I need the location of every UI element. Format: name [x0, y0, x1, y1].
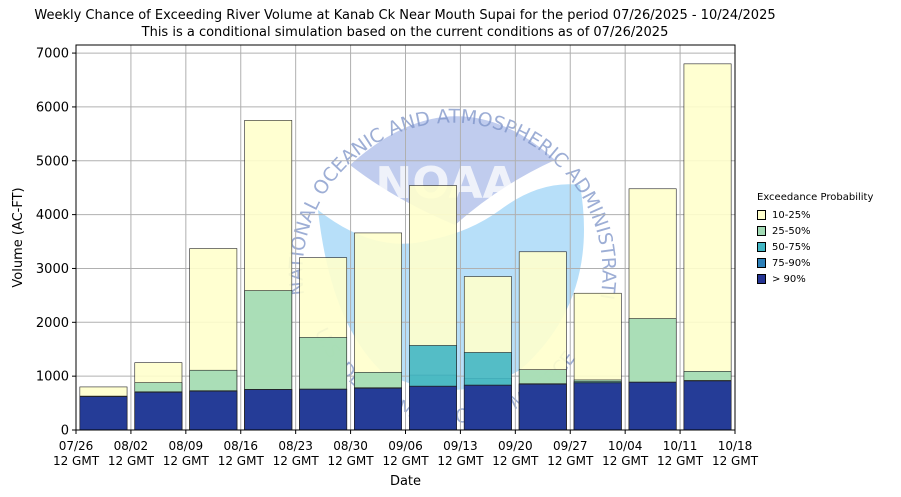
legend-label-25-50: 25-50% — [772, 225, 811, 237]
x-tick-label-date-3: 08/16 — [223, 439, 258, 453]
x-tick-label-date-5: 08/30 — [333, 439, 368, 453]
x-tick-label-time-9: 12 GMT — [547, 454, 594, 468]
bar-90-10 — [628, 382, 677, 431]
legend-swatch-10-25 — [757, 210, 766, 220]
legend-label-10-25: 10-25% — [772, 209, 811, 221]
legend: Exceedance Probability 10-25% 25-50% 50-… — [757, 192, 873, 287]
legend-title: Exceedance Probability — [757, 192, 874, 203]
legend-swatch-25-50 — [757, 226, 766, 236]
x-tick-label-date-8: 09/20 — [498, 439, 533, 453]
chart-subtitle: This is a conditional simulation based o… — [141, 25, 669, 40]
x-tick-label-date-4: 08/23 — [278, 439, 313, 453]
y-axis-label: Volume (AC-FT) — [11, 187, 26, 287]
x-axis-label: Date — [390, 474, 421, 489]
x-tick-label-time-8: 12 GMT — [492, 454, 539, 468]
legend-swatch-75-90 — [757, 258, 766, 268]
bar-90-9 — [573, 382, 622, 431]
x-tick-label-date-1: 08/02 — [114, 439, 149, 453]
legend-label-50-75: 50-75% — [772, 241, 811, 253]
x-tick-label-date-6: 09/06 — [388, 439, 423, 453]
legend-swatch-gt-90 — [757, 274, 766, 284]
bar-90-7 — [463, 385, 512, 431]
y-tick-label-0: 0 — [61, 424, 69, 439]
legend-item-50-75: 50-75% — [757, 239, 873, 255]
legend-label-75-90: 75-90% — [772, 257, 811, 269]
x-tick-label-time-11: 12 GMT — [657, 454, 704, 468]
y-tick-label-6: 6000 — [36, 100, 69, 115]
x-tick-label-time-0: 12 GMT — [53, 454, 100, 468]
x-tick-label-time-2: 12 GMT — [163, 454, 210, 468]
bar-90-1 — [134, 392, 183, 431]
bar-90-6 — [409, 386, 457, 431]
bar-90-4 — [299, 389, 348, 431]
noaa-logo-bird-icon — [350, 116, 555, 225]
y-tick-label-1: 1000 — [36, 370, 69, 385]
x-tick-label-date-11: 10/11 — [663, 439, 698, 453]
legend-label-gt-90: > 90% — [772, 273, 806, 285]
x-tick-label-time-10: 12 GMT — [602, 454, 649, 468]
y-tick-label-4: 4000 — [36, 208, 69, 223]
y-tick-label-5: 5000 — [36, 154, 69, 169]
legend-item-gt-90: > 90% — [757, 271, 873, 287]
bar-1025-11 — [683, 63, 732, 431]
bar-90-3 — [244, 389, 293, 431]
bar-90-0 — [79, 396, 128, 431]
legend-item-25-50: 25-50% — [757, 223, 873, 239]
legend-item-75-90: 75-90% — [757, 255, 873, 271]
chart-title: Weekly Chance of Exceeding River Volume … — [34, 8, 776, 23]
x-tick-label-date-9: 09/27 — [553, 439, 588, 453]
x-tick-label-time-5: 12 GMT — [328, 454, 375, 468]
bar-90-2 — [189, 390, 238, 431]
x-tick-label-time-12: 12 GMT — [712, 454, 759, 468]
x-tick-label-time-1: 12 GMT — [108, 454, 155, 468]
y-tick-label-7: 7000 — [36, 47, 69, 62]
x-tick-label-time-7: 12 GMT — [437, 454, 484, 468]
y-tick-label-2: 2000 — [36, 316, 69, 331]
legend-swatch-50-75 — [757, 242, 766, 252]
x-tick-label-date-10: 10/04 — [608, 439, 643, 453]
bar-90-5 — [354, 387, 402, 431]
x-tick-label-date-12: 10/18 — [718, 439, 753, 453]
legend-item-10-25: 10-25% — [757, 207, 873, 223]
x-tick-label-time-4: 12 GMT — [273, 454, 320, 468]
bar-90-11 — [683, 380, 732, 431]
x-tick-label-date-0: 07/26 — [59, 439, 94, 453]
x-tick-label-time-3: 12 GMT — [218, 454, 265, 468]
x-tick-label-time-6: 12 GMT — [382, 454, 429, 468]
x-tick-label-date-7: 09/13 — [443, 439, 478, 453]
y-tick-label-3: 3000 — [36, 262, 69, 277]
x-tick-label-date-2: 08/09 — [169, 439, 204, 453]
bar-90-8 — [518, 383, 567, 431]
